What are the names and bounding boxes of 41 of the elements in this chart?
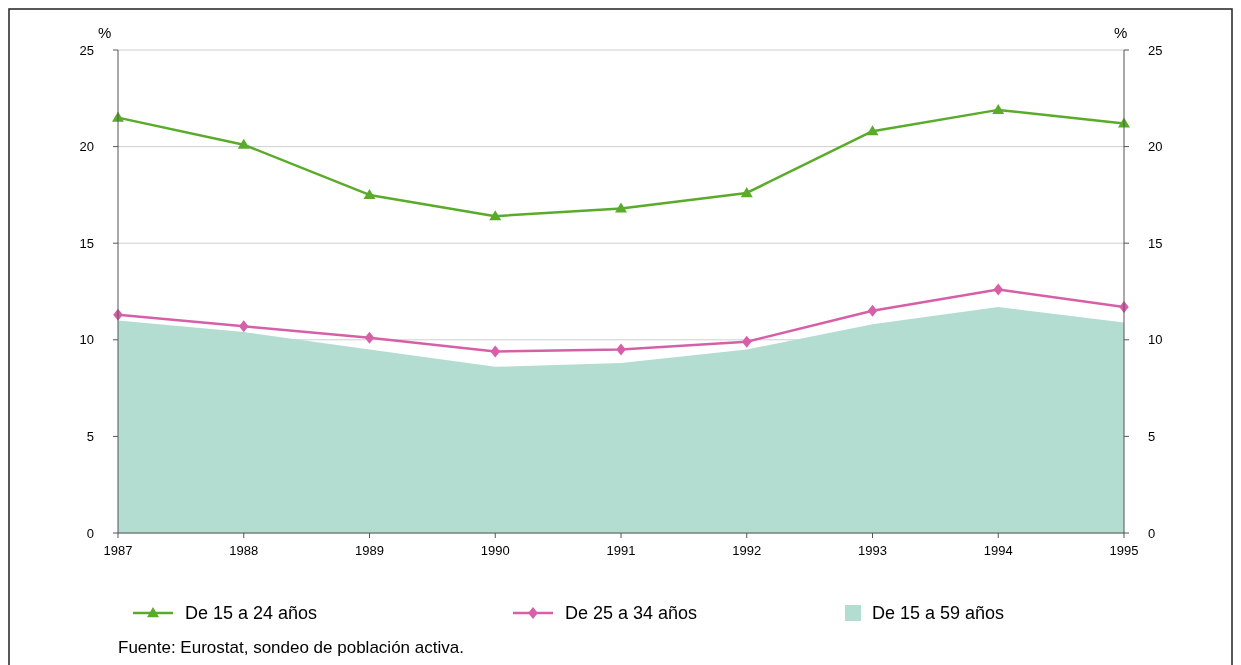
y-tick-label: 10 (79, 332, 94, 348)
y-tick-label: 0 (86, 525, 94, 541)
point (741, 335, 752, 348)
point (867, 304, 878, 317)
point (866, 125, 879, 136)
x-tick-label: 1995 (1109, 543, 1139, 558)
y-tick-label: 5 (86, 428, 94, 444)
y2-tick-label: 5 (1148, 428, 1156, 444)
x-tick-label: 1994 (983, 543, 1013, 558)
x-tick-label: 1992 (732, 543, 762, 558)
point (363, 188, 376, 200)
point (364, 331, 375, 344)
legend-label: De 15 a 59 años (872, 603, 1005, 624)
point (992, 103, 1005, 115)
point (490, 345, 501, 358)
legend-label: De 25 a 34 años (565, 603, 698, 624)
x-tick-label: 1987 (103, 543, 133, 558)
point (489, 210, 502, 221)
y-tick-label: 25 (79, 42, 94, 58)
y-tick-label: 20 (79, 139, 94, 155)
point (615, 202, 627, 213)
point (616, 343, 626, 356)
y-tick-label: 15 (79, 235, 94, 251)
x-tick-label: 1991 (606, 543, 636, 558)
x-tick-label: 1993 (858, 543, 887, 558)
y-axis-title: % (98, 24, 112, 41)
legend-label: De 15 a 24 años (185, 603, 318, 624)
point (238, 320, 249, 333)
y2-tick-label: 20 (1148, 139, 1163, 155)
source-note: Fuente: Eurostat, sondeo de población activa. (118, 638, 464, 657)
x-tick-label: 1990 (480, 543, 510, 558)
point (740, 186, 753, 198)
x-tick-label: 1989 (355, 543, 384, 558)
x-tick-label: 1988 (229, 543, 259, 558)
y2-tick-label: 15 (1148, 235, 1163, 251)
point (237, 138, 250, 149)
point (993, 283, 1004, 296)
y2-tick-label: 10 (1148, 332, 1163, 348)
y2-tick-label: 0 (1148, 525, 1156, 541)
y2-axis-title: % (1114, 24, 1128, 41)
y2-tick-label: 25 (1148, 42, 1163, 58)
